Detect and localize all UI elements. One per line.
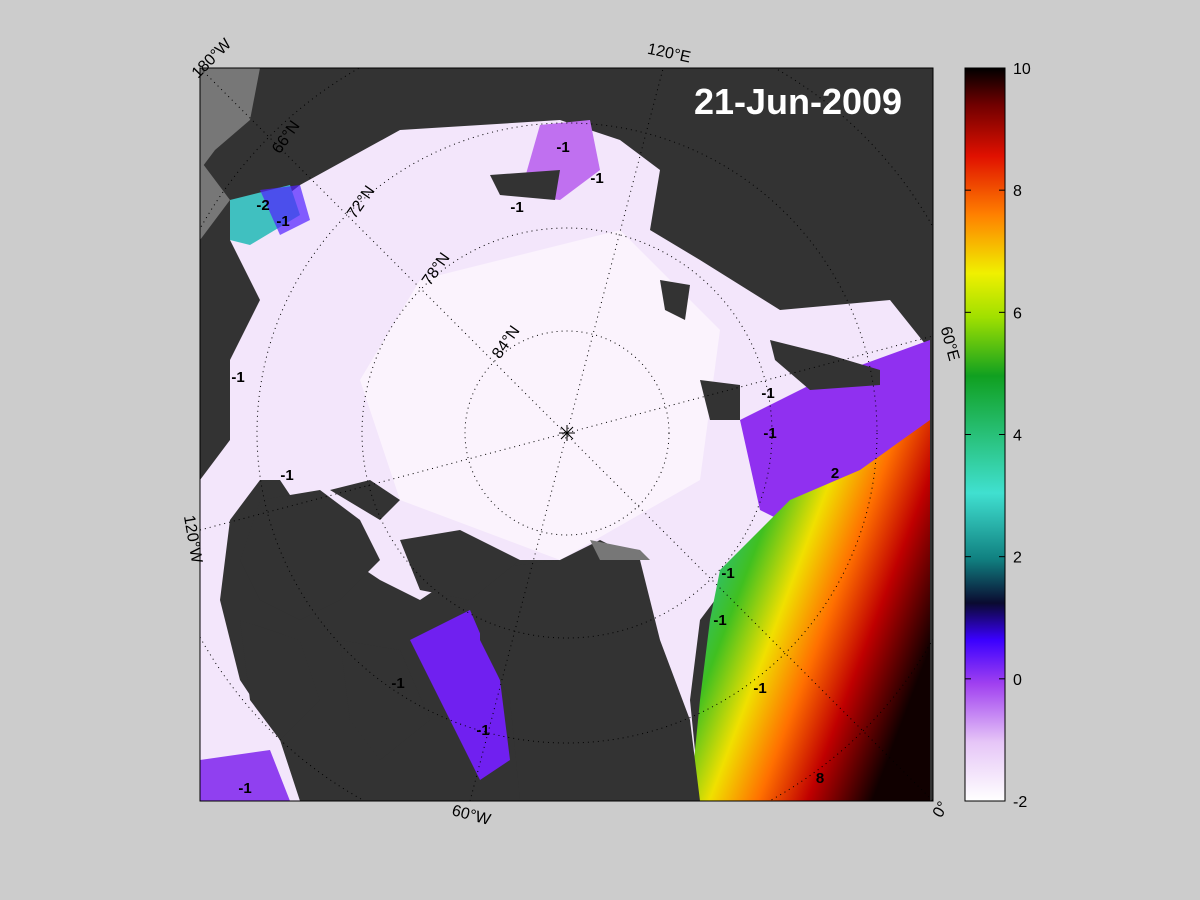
contour-label: -1 xyxy=(761,385,774,402)
longitude-label: 60°E xyxy=(937,325,962,363)
colorbar xyxy=(964,67,1006,802)
contour-label: -1 xyxy=(391,675,404,692)
contour-label: 8 xyxy=(816,770,824,787)
contour-label: -1 xyxy=(238,780,251,797)
contour-label: -1 xyxy=(556,139,569,156)
contour-label: -1 xyxy=(713,612,726,629)
longitude-label: 120°E xyxy=(646,41,692,67)
colorbar-tick-label: 4 xyxy=(1013,428,1022,445)
map: 21-Jun-2009 xyxy=(200,68,933,801)
colorbar-tick-label: 2 xyxy=(1013,550,1022,567)
map-frame xyxy=(199,67,934,802)
contour-label: 2 xyxy=(831,465,839,482)
colorbar-tick-label: 0 xyxy=(1013,672,1022,689)
colorbar-tick-label: 6 xyxy=(1013,305,1022,322)
contour-label: -1 xyxy=(276,213,289,230)
contour-label: -2 xyxy=(256,197,269,214)
colorbar-tick-label: 10 xyxy=(1013,61,1031,78)
contour-label: -1 xyxy=(721,565,734,582)
longitude-label: 0° xyxy=(930,799,952,821)
contour-label: -1 xyxy=(280,467,293,484)
longitude-label: 60°W xyxy=(450,802,493,829)
contour-label: -1 xyxy=(476,722,489,739)
contour-label: -1 xyxy=(510,199,523,216)
contour-label: -1 xyxy=(231,369,244,386)
contour-label: -1 xyxy=(590,170,603,187)
atlantic-sst xyxy=(690,420,930,801)
map-date: 21-Jun-2009 xyxy=(694,81,902,122)
colorbar-tick-label: 8 xyxy=(1013,183,1022,200)
colorbar-tick-label: -2 xyxy=(1013,794,1027,811)
contour-label: -1 xyxy=(763,425,776,442)
contour-label: -1 xyxy=(753,680,766,697)
